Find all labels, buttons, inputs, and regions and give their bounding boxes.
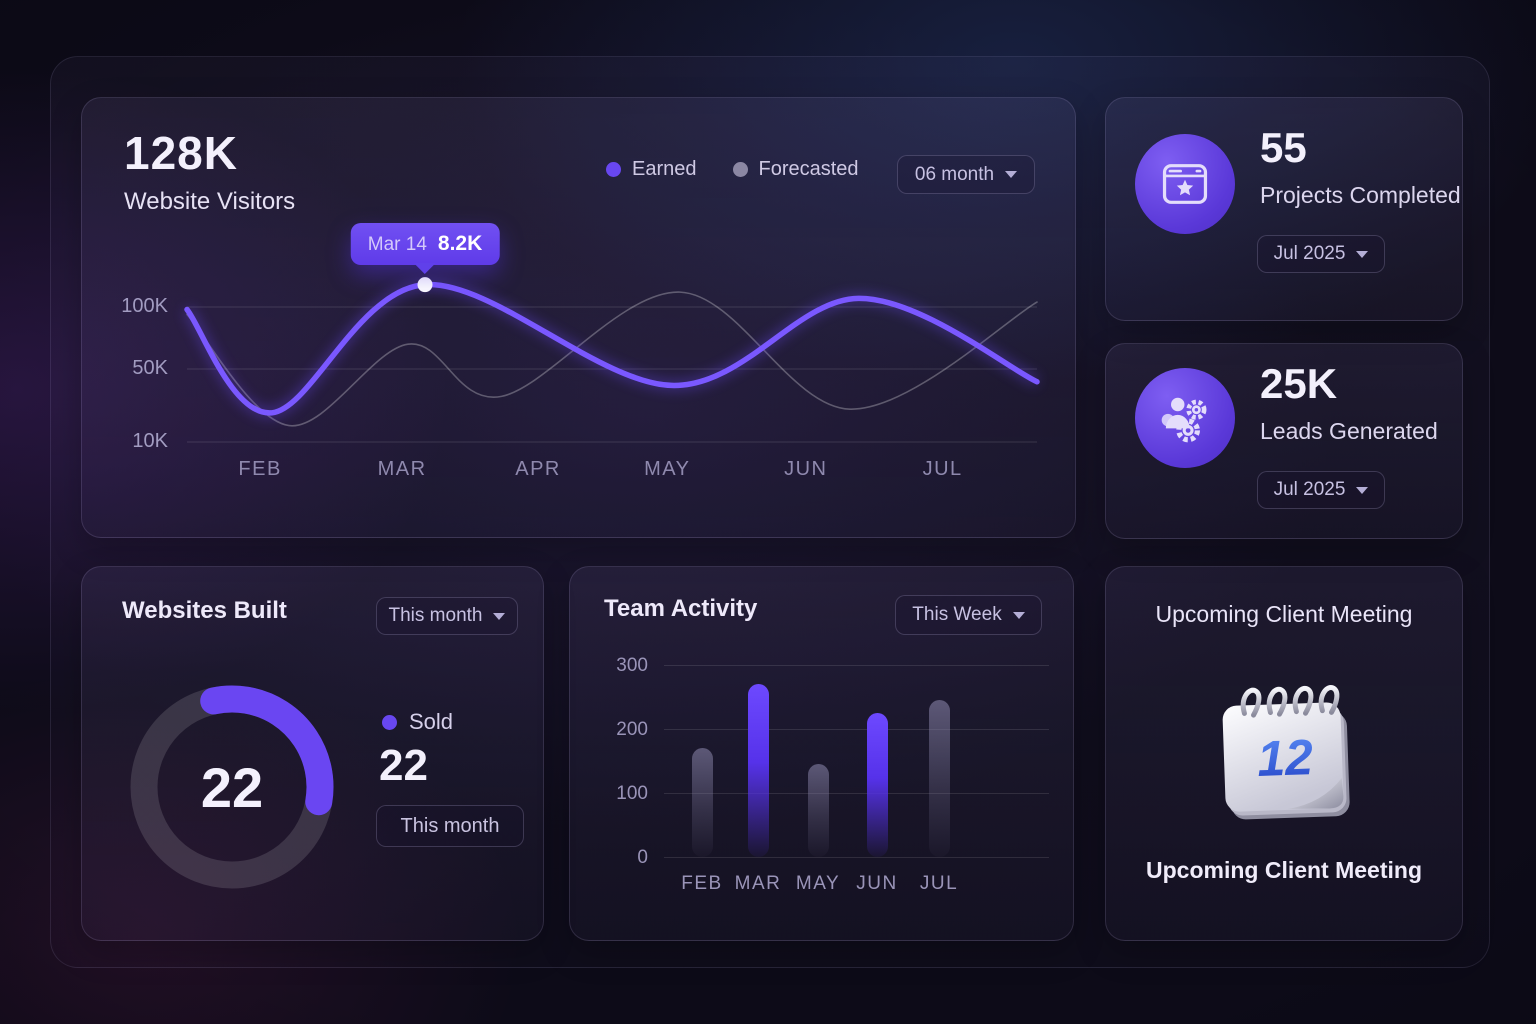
x-axis-tick: FEB bbox=[238, 458, 282, 480]
websites-period-dropdown[interactable]: This month bbox=[376, 597, 518, 635]
bar-jul bbox=[928, 700, 950, 857]
y-axis-tick: 300 bbox=[616, 655, 648, 676]
sold-value: 22 bbox=[379, 741, 428, 790]
earned-dot-icon bbox=[606, 162, 621, 177]
person-gears-glyph bbox=[1161, 397, 1207, 443]
chevron-down-icon bbox=[1012, 611, 1025, 619]
x-axis-tick: MAY bbox=[644, 458, 691, 480]
x-axis-tick: JUN bbox=[784, 458, 828, 480]
calendar-day: 12 bbox=[1256, 729, 1314, 787]
dashboard-frame: 128K Website Visitors Earned Forecasted … bbox=[50, 56, 1490, 968]
websites-built-card: Websites Built This month 22 Sold 22 Thi… bbox=[81, 566, 544, 941]
chevron-down-icon bbox=[493, 612, 506, 620]
sold-dot-icon bbox=[382, 714, 397, 730]
projects-value: 55 bbox=[1260, 124, 1307, 171]
person-gears-icon bbox=[1135, 368, 1235, 468]
y-axis-tick: 10K bbox=[132, 430, 168, 452]
calendar-icon: 12 bbox=[1200, 667, 1370, 837]
projects-period-dropdown[interactable]: Jul 2025 bbox=[1257, 235, 1385, 273]
meeting-title: Upcoming Client Meeting bbox=[1155, 601, 1413, 627]
visitors-metric-label: Website Visitors bbox=[124, 188, 296, 215]
tooltip-date: Mar 14 bbox=[367, 233, 427, 255]
range-dropdown-value: 06 month bbox=[914, 163, 995, 185]
upcoming-meeting-card: Upcoming Client Meeting bbox=[1105, 566, 1463, 941]
x-axis-tick: JUL bbox=[922, 458, 963, 480]
x-axis-tick: JUL bbox=[919, 873, 959, 894]
chart-legend: Earned Forecasted bbox=[606, 158, 859, 181]
bar-may bbox=[807, 764, 829, 857]
y-axis-tick: 100K bbox=[121, 295, 168, 317]
range-dropdown[interactable]: 06 month bbox=[897, 155, 1035, 194]
x-axis-tick: MAY bbox=[795, 873, 841, 894]
websites-period-tag-label: This month bbox=[400, 814, 500, 837]
team-activity-card: Team Activity This Week 300 200 100 0 FEB MAR… bbox=[569, 566, 1074, 941]
projects-completed-card: 55 Projects Completed Jul 2025 bbox=[1105, 97, 1463, 321]
chevron-down-icon bbox=[1005, 171, 1018, 178]
y-axis-tick: 200 bbox=[616, 719, 648, 740]
bar-mar bbox=[747, 684, 769, 857]
earned-line bbox=[184, 281, 1040, 416]
bar-feb bbox=[691, 748, 713, 857]
x-axis-tick: MAR bbox=[377, 458, 427, 480]
bar-jun bbox=[866, 713, 888, 857]
earned-line-glow bbox=[182, 279, 1040, 419]
marker-dot bbox=[417, 277, 433, 293]
visitors-line-chart bbox=[182, 272, 1040, 472]
line-chart-svg bbox=[182, 277, 1040, 443]
leads-generated-card: 25K Leads Generated Jul 2025 bbox=[1105, 343, 1463, 539]
gridline bbox=[664, 793, 1049, 794]
website-visitors-card: 128K Website Visitors Earned Forecasted … bbox=[81, 97, 1076, 538]
x-axis-tick: MAR bbox=[734, 873, 782, 894]
gridline bbox=[664, 665, 1049, 666]
x-axis-tick: FEB bbox=[681, 873, 723, 894]
chevron-down-icon bbox=[1356, 486, 1369, 494]
leads-period-dropdown[interactable]: Jul 2025 bbox=[1257, 471, 1385, 509]
leads-period-value: Jul 2025 bbox=[1273, 479, 1346, 500]
forecasted-dot-icon bbox=[732, 162, 748, 177]
visitors-metric-value: 128K bbox=[124, 127, 238, 179]
legend-item-earned[interactable]: Earned bbox=[606, 158, 697, 181]
y-axis-tick: 100 bbox=[616, 783, 648, 804]
y-axis-tick: 0 bbox=[637, 847, 648, 868]
team-bar-chart bbox=[664, 665, 1049, 858]
tooltip-value: 8.2K bbox=[437, 231, 483, 255]
leads-label: Leads Generated bbox=[1260, 418, 1438, 444]
team-period-dropdown[interactable]: This Week bbox=[895, 595, 1042, 635]
gridline bbox=[664, 857, 1049, 858]
legend-item-forecasted[interactable]: Forecasted bbox=[732, 158, 859, 181]
sold-legend-label: Sold bbox=[409, 709, 454, 734]
y-axis-tick: 50K bbox=[132, 357, 168, 379]
websites-title: Websites Built bbox=[122, 597, 287, 624]
team-period-value: This Week bbox=[912, 604, 1002, 625]
meeting-caption: Upcoming Client Meeting bbox=[1146, 857, 1422, 883]
x-axis-tick: JUN bbox=[856, 873, 898, 894]
x-axis-tick: APR bbox=[515, 458, 561, 480]
legend-forecasted-label: Forecasted bbox=[758, 158, 859, 180]
chart-tooltip: Mar 14 8.2K bbox=[350, 222, 500, 265]
projects-period-value: Jul 2025 bbox=[1273, 243, 1346, 264]
leads-value: 25K bbox=[1260, 360, 1338, 407]
websites-donut-chart: 22 bbox=[122, 677, 342, 897]
donut-center-value: 22 bbox=[200, 755, 264, 819]
websites-period-value: This month bbox=[388, 605, 483, 626]
forecasted-line bbox=[186, 291, 1038, 427]
calendar-glyph: 12 bbox=[1222, 685, 1350, 820]
sold-legend: Sold bbox=[382, 709, 453, 735]
legend-earned-label: Earned bbox=[632, 158, 697, 180]
team-title: Team Activity bbox=[604, 595, 758, 622]
projects-label: Projects Completed bbox=[1260, 182, 1461, 208]
websites-period-tag[interactable]: This month bbox=[376, 805, 524, 847]
donut-svg bbox=[130, 685, 334, 889]
browser-star-glyph bbox=[1162, 164, 1208, 204]
gridline bbox=[664, 729, 1049, 730]
browser-star-icon bbox=[1135, 134, 1235, 234]
chevron-down-icon bbox=[1356, 250, 1369, 258]
